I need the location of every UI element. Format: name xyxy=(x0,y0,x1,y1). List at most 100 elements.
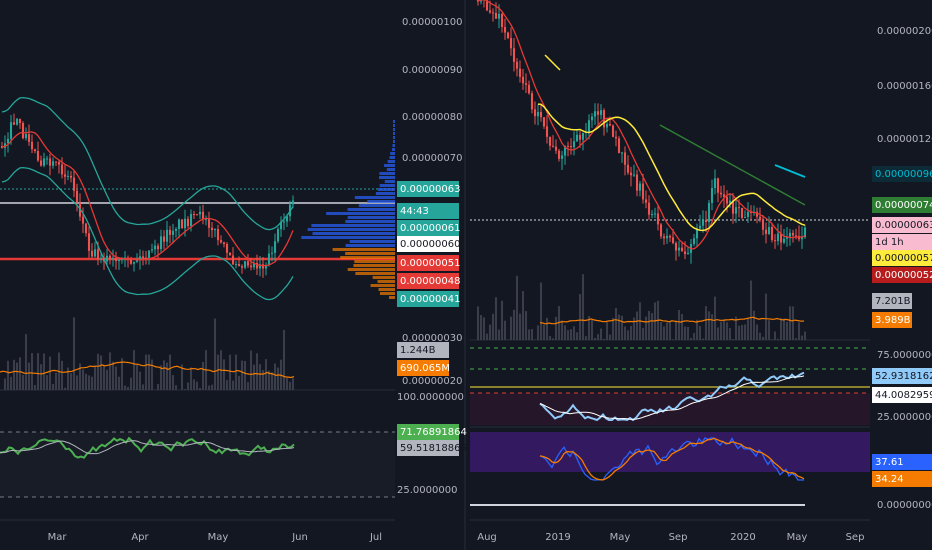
candle-body xyxy=(189,214,193,227)
volume-bar xyxy=(255,353,259,390)
volume-bar xyxy=(665,322,669,340)
volume-bar xyxy=(114,366,118,390)
candle-body xyxy=(506,32,510,39)
candle-body xyxy=(39,160,43,166)
candle-body xyxy=(545,126,549,137)
candle-body xyxy=(135,260,139,262)
volume-bar xyxy=(189,367,193,390)
price-tag-label: 0.00000061 xyxy=(400,223,460,234)
volume-bar xyxy=(210,384,214,390)
candle-body xyxy=(653,213,657,215)
volume-bar xyxy=(225,380,229,390)
candle-body xyxy=(147,250,151,259)
candle-body xyxy=(590,116,594,121)
volume-bar xyxy=(30,353,34,390)
candle-body xyxy=(36,150,40,161)
volume-bar xyxy=(33,385,37,390)
candle-body xyxy=(767,227,771,234)
time-label: 2020 xyxy=(730,532,755,543)
volume-bar xyxy=(482,317,486,340)
candle-body xyxy=(740,207,744,218)
volume-bar xyxy=(84,373,88,390)
volume-bar xyxy=(752,310,756,340)
candle-body xyxy=(216,229,220,241)
volume-bar xyxy=(249,350,253,390)
volume-bar xyxy=(746,318,750,340)
volume-profile xyxy=(347,268,395,271)
candle-body xyxy=(204,219,208,221)
time-label: May xyxy=(787,532,808,543)
price-tag-label: 0.00000041 xyxy=(400,294,460,305)
candle-body xyxy=(644,199,648,203)
volume-bar xyxy=(644,316,648,340)
price-tag xyxy=(397,273,459,289)
volume-bar xyxy=(779,318,783,340)
candle-body xyxy=(599,110,603,115)
volume-bar xyxy=(258,364,262,390)
volume-bar xyxy=(183,389,187,390)
volume-bar xyxy=(512,309,516,340)
volume-profile xyxy=(384,164,395,167)
volume-bar xyxy=(707,311,711,340)
candle-body xyxy=(93,249,97,257)
volume-bar xyxy=(551,338,555,340)
candle-body xyxy=(117,259,121,262)
volume-bar xyxy=(150,359,154,390)
candle-body xyxy=(659,224,663,237)
candle-body xyxy=(228,252,232,256)
volume-bar xyxy=(650,313,654,340)
candle-body xyxy=(138,256,142,261)
candle-body xyxy=(222,242,226,244)
volume-bar xyxy=(554,316,558,340)
volume-bar xyxy=(617,314,621,340)
candle-body xyxy=(686,252,690,255)
price-tag xyxy=(397,255,459,271)
candle-body xyxy=(734,207,738,214)
volume-bar xyxy=(291,378,295,390)
candle-body xyxy=(542,117,546,127)
volume-bar xyxy=(87,375,91,390)
candle-body xyxy=(770,227,774,241)
time-label: Aug xyxy=(477,532,497,543)
price-tag xyxy=(872,293,912,309)
candle-body xyxy=(186,218,190,227)
volume-bar xyxy=(641,327,645,340)
axis-label: 0.00000080 xyxy=(402,112,462,123)
price-tag xyxy=(397,424,459,440)
volume-bar xyxy=(479,315,483,340)
volume-bar xyxy=(536,325,540,340)
volume-bar xyxy=(773,331,777,340)
time-label: May xyxy=(610,532,631,543)
candle-body xyxy=(180,219,184,229)
candle-body xyxy=(258,264,262,269)
candle-body xyxy=(51,161,55,166)
axis-label: 0.00000100 xyxy=(402,17,462,28)
price-tag-label: 34.24 xyxy=(875,474,904,485)
price-tag-label: 52.93181625 xyxy=(875,371,932,382)
candle-body xyxy=(225,243,229,253)
candle-body xyxy=(536,111,540,117)
candle-body xyxy=(210,227,214,231)
volume-profile xyxy=(386,168,395,171)
price-tag xyxy=(872,166,932,182)
volume-bar xyxy=(677,309,681,340)
volume-bar xyxy=(692,333,696,340)
volume-bar xyxy=(521,291,525,340)
candle-body xyxy=(701,220,705,226)
volume-bar xyxy=(701,338,705,340)
candle-body xyxy=(24,134,28,139)
volume-bar xyxy=(132,350,136,390)
candle-body xyxy=(566,145,570,147)
price-tag-label: 71.76891864 xyxy=(400,427,467,438)
volume-profile xyxy=(393,136,395,139)
candle-body xyxy=(722,194,726,197)
volume-profile xyxy=(393,140,395,143)
trend-line xyxy=(774,164,806,178)
time-label: Apr xyxy=(131,532,149,543)
price-tag-label: 0.00000052 xyxy=(875,270,932,281)
volume-bar xyxy=(42,353,46,390)
candle-body xyxy=(54,161,58,163)
volume-bar xyxy=(246,382,250,390)
volume-bar xyxy=(782,318,786,340)
candle-body xyxy=(698,225,702,229)
